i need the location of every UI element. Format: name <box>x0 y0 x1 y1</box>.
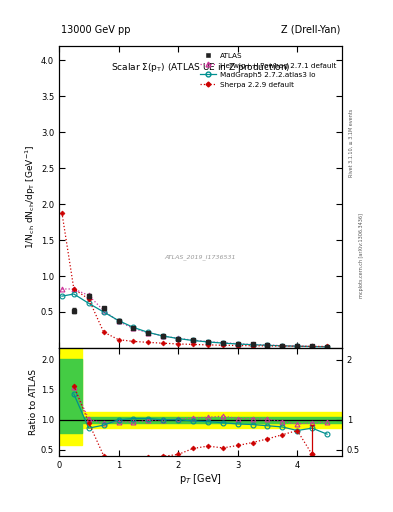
Y-axis label: Ratio to ATLAS: Ratio to ATLAS <box>29 369 38 435</box>
Text: 13000 GeV pp: 13000 GeV pp <box>61 25 130 35</box>
Bar <box>59 412 342 428</box>
Bar <box>59 417 342 423</box>
Legend: ATLAS, Herwig++ Powheg 2.7.1 default, MadGraph5 2.7.2.atlas3 lo, Sherpa 2.2.9 de: ATLAS, Herwig++ Powheg 2.7.1 default, Ma… <box>198 50 338 90</box>
Bar <box>59 347 82 445</box>
Text: ATLAS_2019_I1736531: ATLAS_2019_I1736531 <box>165 254 236 260</box>
Text: mcplots.cern.ch [arXiv:1306.3436]: mcplots.cern.ch [arXiv:1306.3436] <box>359 214 364 298</box>
X-axis label: p$_T$ [GeV]: p$_T$ [GeV] <box>179 472 222 486</box>
Y-axis label: 1/N$_{\mathsf{ch}}$ dN$_{\mathsf{ch}}$/dp$_{\mathsf{T}}$ [GeV$^{-1}$]: 1/N$_{\mathsf{ch}}$ dN$_{\mathsf{ch}}$/d… <box>24 145 38 249</box>
Text: Rivet 3.1.10, ≥ 3.1M events: Rivet 3.1.10, ≥ 3.1M events <box>349 109 354 178</box>
Text: Z (Drell-Yan): Z (Drell-Yan) <box>281 25 340 35</box>
Text: Scalar $\mathsf{\Sigma}$(p$_{\mathsf{T}}$) (ATLAS UE in Z production): Scalar $\mathsf{\Sigma}$(p$_{\mathsf{T}}… <box>110 61 290 74</box>
Bar <box>59 359 82 433</box>
